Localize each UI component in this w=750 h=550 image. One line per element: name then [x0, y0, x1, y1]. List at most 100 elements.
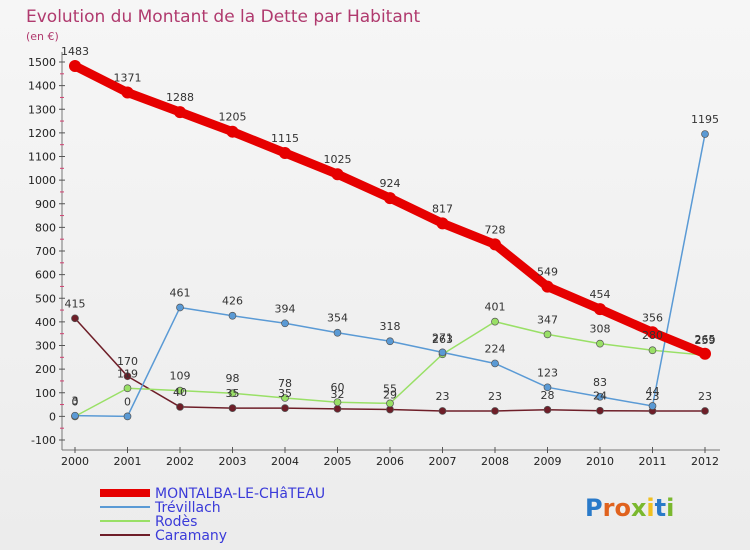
data-label: 354 — [327, 312, 348, 325]
logo-letter: i — [646, 494, 654, 522]
series-point — [281, 319, 289, 328]
y-tick-label: 1400 — [28, 80, 56, 93]
x-tick-label: 2005 — [324, 455, 352, 468]
data-label: 924 — [380, 177, 401, 190]
data-label: 32 — [331, 388, 345, 401]
data-label: 280 — [642, 329, 663, 342]
data-label: 347 — [537, 313, 558, 326]
data-label: 55 — [383, 382, 397, 395]
x-tick-label: 2011 — [639, 455, 667, 468]
data-label: 24 — [593, 390, 607, 403]
data-label: 123 — [537, 366, 558, 379]
series-point — [648, 402, 657, 410]
data-label: 415 — [65, 297, 86, 310]
series-point — [281, 404, 289, 412]
series-point — [436, 217, 449, 230]
series-point — [333, 398, 342, 407]
data-label: 265 — [695, 333, 716, 346]
series-point — [279, 146, 291, 159]
data-label: 271 — [432, 331, 453, 344]
series-point — [123, 384, 132, 393]
data-label: 401 — [485, 301, 506, 314]
series-point — [384, 192, 396, 205]
legend-entry: Rodès — [155, 514, 197, 530]
series-point — [596, 392, 604, 401]
x-tick-label: 2012 — [691, 455, 719, 468]
series-point — [228, 404, 237, 412]
data-label: 28 — [541, 389, 555, 402]
series-point — [596, 406, 604, 415]
data-label: 83 — [593, 376, 607, 389]
series-point — [71, 411, 79, 420]
series-point — [646, 326, 659, 339]
y-tick-label: 1100 — [28, 151, 56, 164]
data-label: 60 — [331, 381, 345, 394]
logo-letter: r — [603, 494, 615, 522]
data-label: 728 — [485, 223, 506, 236]
data-label: 356 — [642, 311, 663, 324]
series-point — [541, 280, 554, 293]
proxiti-logo: Proxiti — [585, 494, 674, 522]
x-tick-label: 2003 — [219, 455, 247, 468]
y-tick-label: 0 — [49, 410, 56, 423]
series-point — [491, 317, 499, 326]
logo-word: Proxiti — [585, 494, 674, 522]
logo-letter: i — [666, 494, 674, 522]
data-label: 23 — [646, 390, 660, 403]
logo-letter: o — [614, 494, 631, 522]
data-label: 1195 — [691, 113, 719, 126]
y-tick-label: 1000 — [28, 174, 56, 187]
series-point — [281, 394, 289, 402]
series-point — [123, 372, 132, 381]
series-point — [228, 389, 237, 398]
x-tick-label: 2008 — [481, 455, 509, 468]
data-label: 308 — [590, 323, 611, 336]
y-tick-label: 800 — [35, 221, 56, 234]
y-tick-label: 700 — [35, 245, 56, 258]
data-label: 44 — [646, 385, 660, 398]
series-point — [489, 238, 501, 251]
y-tick-label: 1500 — [28, 56, 56, 69]
y-tick-label: 500 — [35, 292, 56, 305]
x-tick-label: 2004 — [271, 455, 299, 468]
series-point — [491, 359, 499, 368]
series-point — [543, 405, 552, 414]
series-layer — [69, 60, 711, 421]
data-label: 263 — [432, 333, 453, 346]
data-label: 23 — [436, 390, 450, 403]
data-label: 0 — [124, 395, 131, 408]
data-label: 259 — [695, 334, 716, 347]
data-label: 318 — [380, 320, 401, 333]
series-point — [228, 311, 237, 320]
data-labels: 415 170 40 35 35 32 29 23 23 28 24 23 23 0 119 109 98 78 6… — [61, 45, 719, 408]
series-point — [594, 303, 606, 316]
data-label: 109 — [170, 370, 191, 383]
x-tick-label: 2001 — [114, 455, 142, 468]
data-label: 426 — [222, 295, 243, 308]
data-label: 35 — [278, 387, 292, 400]
data-label: 1288 — [166, 91, 194, 104]
logo-letter: P — [585, 494, 603, 522]
logo-letter: t — [655, 494, 666, 522]
x-tick-label: 2000 — [61, 455, 89, 468]
legend-entry: Caramany — [155, 528, 227, 544]
y-tick-label: 600 — [35, 269, 56, 282]
logo-letter: x — [631, 494, 647, 522]
x-tick-label: 2007 — [429, 455, 457, 468]
x-tick-label: 2009 — [534, 455, 562, 468]
series-point — [69, 60, 81, 73]
legend-entry: MONTALBA-LE-CHâTEAU — [155, 486, 325, 502]
data-label: 1371 — [114, 71, 142, 84]
series-point — [333, 404, 342, 413]
y-tick-label: 900 — [35, 198, 56, 211]
y-tick-label: 100 — [35, 387, 56, 400]
x-tick-label: 2006 — [376, 455, 404, 468]
data-label: 98 — [226, 372, 240, 385]
series-point — [121, 86, 134, 99]
axes: -100010020030040050060070080090010001100… — [28, 52, 720, 468]
y-tick-label: -100 — [31, 434, 56, 447]
x-tick-label: 2002 — [166, 455, 194, 468]
data-label: 170 — [117, 355, 138, 368]
series-point — [543, 383, 552, 392]
series-point — [226, 125, 239, 138]
